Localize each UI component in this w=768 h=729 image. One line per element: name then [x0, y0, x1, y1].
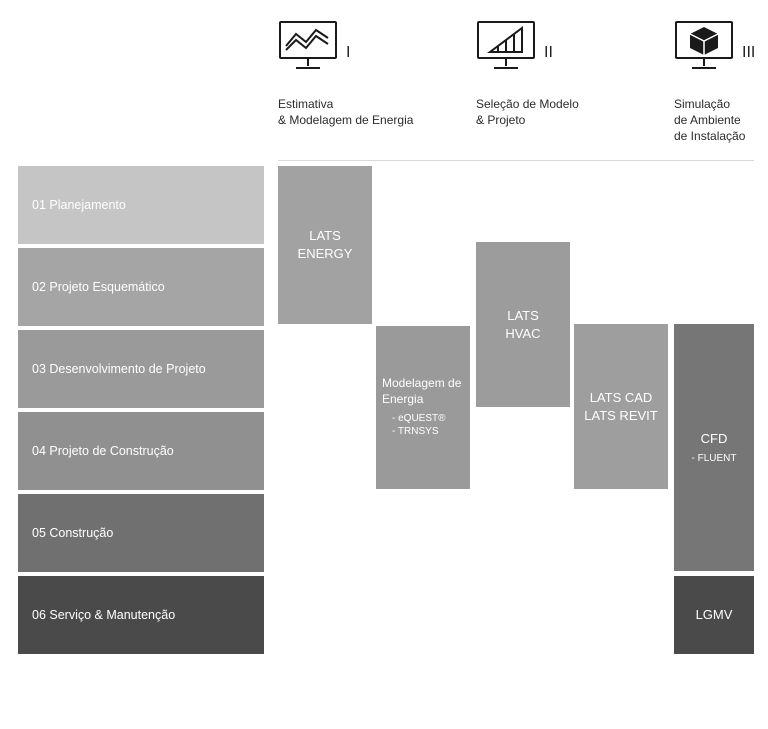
- header-label-3: Simulaçãode Ambientede Instalação: [674, 96, 745, 145]
- header-roman-3: III: [742, 44, 755, 62]
- header-item-1: I: [278, 20, 350, 72]
- phase-label: 04 Projeto de Construção: [32, 444, 174, 458]
- box-label-line: LATS: [309, 227, 341, 245]
- box-label-line: Energia: [382, 392, 423, 406]
- box-energy-modeling: Modelagem de Energia - eQUEST® - TRNSYS: [376, 326, 470, 489]
- box-sub-line: - TRNSYS: [392, 426, 439, 437]
- phase-1-planejamento: 01 Planejamento: [18, 166, 264, 244]
- phase-6-servico: 06 Serviço & Manutenção: [18, 576, 264, 654]
- header-label-1: Estimativa& Modelagem de Energia: [278, 96, 413, 128]
- phase-2-esquematico: 02 Projeto Esquemático: [18, 248, 264, 326]
- header-label-2: Seleção de Modelo& Projeto: [476, 96, 579, 128]
- box-lgmv: LGMV: [674, 576, 754, 654]
- box-label-line: ENERGY: [298, 245, 353, 263]
- box-label-line: CFD: [701, 430, 728, 448]
- cube-monitor-icon: [674, 20, 734, 72]
- header-divider: [278, 160, 754, 161]
- box-lats-hvac: LATS HVAC: [476, 242, 570, 407]
- box-lats-cad-revit: LATS CAD LATS REVIT: [574, 324, 668, 489]
- box-label-line: LGMV: [696, 606, 733, 624]
- triangle-monitor-icon: [476, 20, 536, 72]
- phase-label: 03 Desenvolvimento de Projeto: [32, 362, 206, 376]
- phase-label: 06 Serviço & Manutenção: [32, 608, 175, 622]
- phase-label: 02 Projeto Esquemático: [32, 280, 165, 294]
- box-label-line: LATS: [507, 307, 539, 325]
- header-roman-1: I: [346, 44, 350, 62]
- diagram-container: I Estimativa& Modelagem de Energia II Se…: [0, 0, 768, 729]
- box-label-line: LATS REVIT: [584, 407, 657, 425]
- box-sub-line: - FLUENT: [692, 452, 737, 466]
- header-roman-2: II: [544, 44, 553, 62]
- box-sub-line: - eQUEST®: [392, 413, 446, 424]
- box-lats-energy: LATS ENERGY: [278, 166, 372, 324]
- box-label-line: Modelagem de: [382, 376, 461, 390]
- box-label-line: LATS CAD: [590, 389, 653, 407]
- phase-label: 05 Construção: [32, 526, 113, 540]
- chart-monitor-icon: [278, 20, 338, 72]
- phase-5-construcao: 05 Construção: [18, 494, 264, 572]
- header-item-2: II: [476, 20, 553, 72]
- header-item-3: III: [674, 20, 755, 72]
- box-cfd: CFD - FLUENT: [674, 324, 754, 571]
- phase-3-desenvolvimento: 03 Desenvolvimento de Projeto: [18, 330, 264, 408]
- phase-4-construcao-proj: 04 Projeto de Construção: [18, 412, 264, 490]
- box-label-line: HVAC: [505, 325, 540, 343]
- phase-label: 01 Planejamento: [32, 198, 126, 212]
